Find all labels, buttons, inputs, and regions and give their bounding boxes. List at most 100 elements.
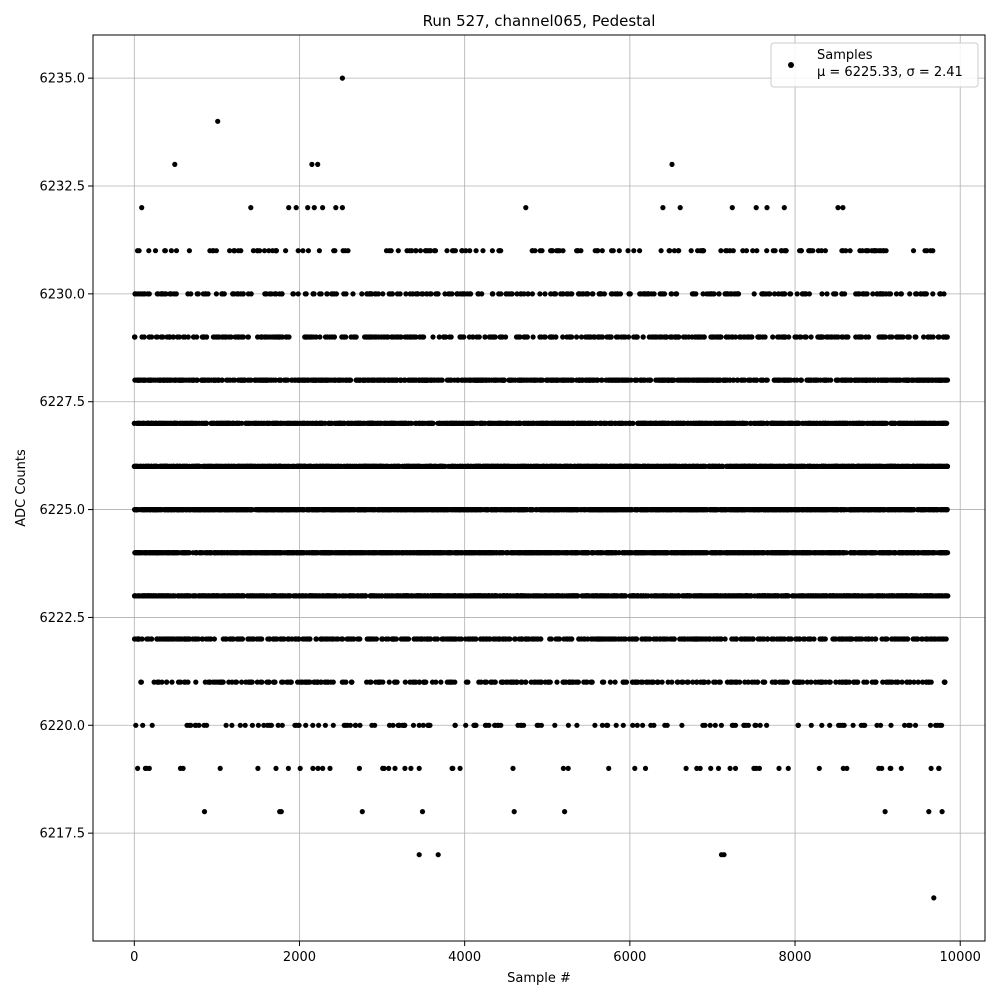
data-point bbox=[832, 636, 838, 642]
data-point bbox=[279, 636, 285, 642]
data-point bbox=[858, 722, 864, 728]
data-point bbox=[429, 679, 436, 685]
data-point bbox=[389, 636, 395, 642]
data-point bbox=[562, 809, 568, 815]
data-point bbox=[488, 550, 494, 556]
data-point bbox=[806, 636, 812, 642]
data-point bbox=[271, 593, 277, 599]
data-point bbox=[432, 593, 438, 599]
data-point bbox=[850, 722, 856, 728]
data-point bbox=[196, 593, 202, 599]
data-point bbox=[758, 550, 764, 556]
data-point bbox=[547, 679, 553, 685]
grid-lines bbox=[93, 35, 985, 941]
data-point bbox=[622, 550, 628, 556]
data-point bbox=[458, 636, 464, 642]
data-point bbox=[766, 550, 772, 556]
data-point bbox=[565, 765, 571, 772]
data-point bbox=[440, 636, 446, 642]
data-point bbox=[493, 593, 500, 599]
data-point bbox=[861, 679, 867, 685]
data-point bbox=[322, 722, 328, 728]
data-point bbox=[902, 722, 908, 728]
data-point bbox=[271, 636, 277, 642]
data-point bbox=[211, 550, 218, 556]
data-point bbox=[821, 636, 827, 642]
data-point bbox=[710, 593, 716, 599]
data-point bbox=[333, 205, 339, 211]
data-point bbox=[229, 722, 235, 728]
data-point bbox=[822, 593, 828, 599]
data-point bbox=[804, 679, 810, 685]
data-point bbox=[592, 722, 598, 728]
data-point bbox=[227, 550, 233, 556]
data-point bbox=[412, 636, 418, 642]
data-point bbox=[359, 809, 365, 815]
data-point bbox=[135, 593, 141, 599]
data-point bbox=[146, 765, 152, 772]
data-point bbox=[247, 679, 254, 685]
data-point bbox=[157, 593, 163, 599]
data-point bbox=[926, 809, 932, 815]
data-point bbox=[316, 722, 322, 728]
data-point bbox=[623, 679, 630, 685]
data-point bbox=[632, 765, 638, 772]
data-point bbox=[732, 550, 738, 556]
data-point bbox=[311, 679, 317, 685]
data-point bbox=[201, 809, 208, 815]
data-point bbox=[229, 593, 235, 599]
data-point bbox=[869, 679, 875, 685]
data-point bbox=[822, 550, 828, 556]
data-point bbox=[199, 593, 205, 599]
data-point bbox=[745, 679, 751, 685]
data-point bbox=[675, 593, 682, 599]
data-point bbox=[773, 679, 779, 685]
data-point bbox=[386, 593, 392, 599]
data-point bbox=[150, 593, 156, 599]
data-point bbox=[412, 550, 418, 556]
data-point bbox=[878, 722, 884, 728]
data-point bbox=[185, 593, 191, 599]
data-point bbox=[796, 550, 802, 556]
data-point bbox=[639, 636, 645, 642]
data-point bbox=[634, 722, 640, 728]
data-point bbox=[414, 593, 421, 599]
data-point bbox=[181, 593, 187, 599]
data-point bbox=[811, 593, 817, 599]
data-point bbox=[712, 550, 718, 556]
data-point bbox=[268, 722, 274, 728]
data-point bbox=[207, 679, 213, 685]
data-point bbox=[634, 679, 640, 685]
data-point bbox=[266, 636, 272, 642]
data-point bbox=[359, 593, 365, 599]
data-point bbox=[935, 593, 941, 599]
data-point bbox=[714, 593, 720, 599]
data-point bbox=[835, 205, 841, 211]
data-point bbox=[667, 636, 674, 642]
data-point bbox=[769, 636, 775, 642]
data-point bbox=[707, 636, 713, 642]
data-point bbox=[339, 75, 345, 81]
data-point bbox=[465, 679, 471, 685]
data-point bbox=[327, 765, 333, 772]
data-point bbox=[907, 722, 913, 728]
data-point bbox=[680, 679, 686, 685]
data-point bbox=[922, 593, 929, 599]
data-point bbox=[299, 679, 305, 685]
data-point bbox=[590, 550, 596, 556]
data-point bbox=[795, 722, 801, 728]
data-point bbox=[461, 550, 468, 556]
data-point bbox=[204, 722, 210, 728]
data-point bbox=[345, 636, 351, 642]
data-point bbox=[613, 722, 619, 728]
data-point bbox=[679, 722, 685, 728]
data-point bbox=[416, 722, 422, 728]
data-point bbox=[305, 205, 311, 211]
data-point bbox=[612, 679, 618, 685]
data-point bbox=[496, 636, 502, 642]
data-point bbox=[694, 679, 700, 685]
data-point bbox=[357, 722, 363, 728]
data-point bbox=[525, 636, 531, 642]
data-point bbox=[546, 550, 553, 556]
data-point bbox=[640, 722, 646, 728]
